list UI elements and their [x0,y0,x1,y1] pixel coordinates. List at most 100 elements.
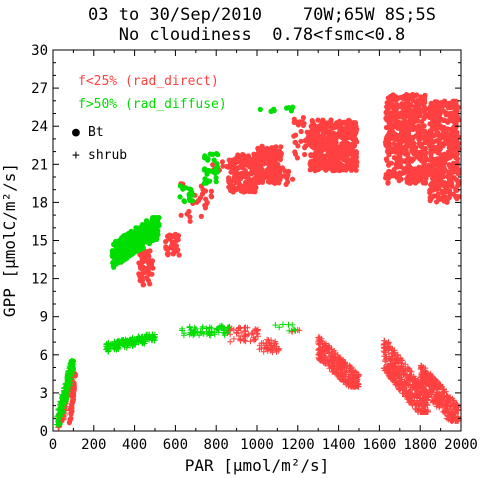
data-point-dot [327,133,333,139]
data-point-dot [139,273,145,279]
data-point-plus [146,331,153,338]
data-point-dot [353,156,359,162]
data-point-dot [211,157,217,163]
data-point-dot [333,135,339,141]
data-point-dot [317,122,323,129]
data-point-dot [318,155,325,161]
x-tick-label: 400 [122,437,147,453]
data-point-dot [415,110,421,117]
data-point-plus [316,355,323,362]
data-point-dot [437,146,443,152]
data-point-plus [69,366,76,373]
data-point-plus [199,323,206,330]
data-point-plus [400,371,407,378]
data-point-dot [403,165,409,171]
data-point-dot [154,236,160,242]
data-point-dot [410,168,416,174]
data-point-dot [444,199,450,205]
data-point-dot [249,185,255,191]
data-point-dot [202,205,208,211]
data-point-dot [284,105,290,111]
data-point-plus [447,400,454,407]
data-point-dot [177,194,183,200]
data-point-dot [411,108,417,114]
data-point-dot [336,167,342,173]
data-point-dot [139,222,145,228]
data-point-plus [425,370,432,377]
data-point-plus [115,345,122,352]
data-point-dot [303,143,309,149]
data-point-plus [427,372,434,378]
data-point-dot [276,168,282,174]
data-point-dot [258,174,264,180]
data-point-dot [324,136,330,143]
data-point-dot [341,120,347,126]
x-tick-label: 1600 [363,437,397,453]
data-point-plus [421,387,428,394]
data-point-dot [417,130,423,136]
data-point-dot [115,243,121,249]
data-point-plus [443,392,450,399]
data-point-plus [242,327,249,334]
data-point-dot [441,101,447,107]
data-point-plus [397,365,404,372]
data-point-dot [444,189,450,195]
y-tick-label: 3 [40,386,48,402]
data-point-plus [245,331,252,338]
data-point-dot [448,149,454,155]
data-point-dot [406,158,412,164]
data-point-plus [66,382,73,389]
data-point-dot [349,134,355,140]
data-point-dot [213,151,220,157]
data-point-plus [290,326,297,333]
data-point-plus [346,374,353,381]
data-point-dot [418,107,424,113]
data-point-dot [233,159,239,166]
data-point-dot [308,153,314,159]
data-point-dot [342,166,348,172]
y-tick-label: 24 [31,119,48,135]
data-point-dot [429,148,435,154]
data-point-dot [396,173,402,180]
data-point-plus [322,357,329,364]
data-point-dot [134,234,140,240]
data-point-plus [180,332,187,339]
data-point-dot [351,143,358,149]
data-point-dot [337,154,343,160]
y-tick-label: 0 [40,424,48,440]
data-point-plus [336,358,343,364]
data-point-plus [67,373,74,379]
data-point-plus [256,342,263,349]
data-point-plus [321,354,328,361]
y-tick-label: 15 [31,234,48,250]
data-point-dot [199,191,205,197]
data-point-dot [271,106,277,112]
data-point-dot [254,159,260,165]
data-point-dot [410,98,416,104]
data-point-plus [410,393,416,400]
data-point-dot [272,150,278,157]
data-point-plus [430,399,437,405]
data-point-dot [402,103,408,109]
data-point-plus [395,384,402,390]
data-point-plus [334,361,341,368]
y-axis: 0 3 6 9 12 15 18 21 24 27 30 [31,43,461,440]
data-point-dot [338,147,344,154]
data-point-dot [259,143,265,149]
data-point-dot [455,104,461,110]
data-point-dot [171,233,177,239]
data-point-plus [272,338,279,345]
data-point-dot [150,222,156,228]
data-point-dot [121,254,127,260]
data-point-plus [343,367,350,374]
data-point-plus [382,357,389,364]
data-point-dot [241,152,247,158]
data-point-dot [390,92,396,98]
data-point-plus [254,327,261,334]
data-point-dot [450,144,456,150]
data-point-plus [263,342,270,349]
data-points [54,91,462,431]
data-point-dot [141,282,147,288]
data-point-plus [393,371,400,378]
x-axis-label: PAR [μmol/m²/s] [185,456,330,475]
